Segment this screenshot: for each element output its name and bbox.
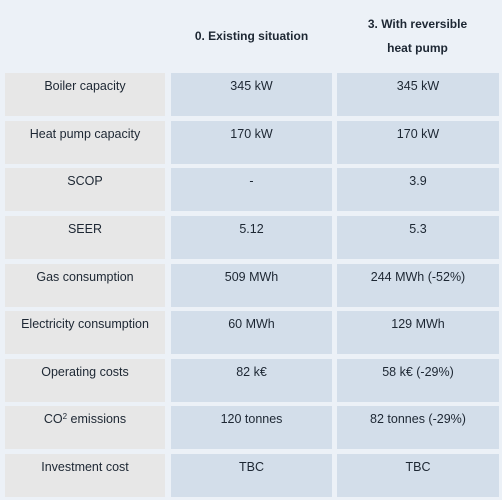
table-row: SEER 5.12 5.3 xyxy=(0,216,502,259)
column-heading-reversible-line1: 3. With reversible xyxy=(367,17,468,31)
row-label-operating-costs: Operating costs xyxy=(5,359,165,402)
existing-value: 170 kW xyxy=(171,121,332,164)
reversible-value: 244 MWh (-52%) xyxy=(337,264,499,307)
row-label-co2-suffix: emissions xyxy=(67,412,127,426)
reversible-value: TBC xyxy=(337,454,499,497)
column-heading-existing-text: 0. Existing situation xyxy=(194,29,309,43)
table-row: Electricity consumption 60 MWh 129 MWh xyxy=(0,311,502,354)
row-label-gas-consumption: Gas consumption xyxy=(5,264,165,307)
existing-value: 345 kW xyxy=(171,73,332,116)
table-row: Investment cost TBC TBC xyxy=(0,454,502,497)
table-row: SCOP - 3.9 xyxy=(0,168,502,211)
reversible-value: 345 kW xyxy=(337,73,499,116)
row-label-co2-emissions: CO 2 emissions xyxy=(5,406,165,449)
row-label-heat-pump-capacity: Heat pump capacity xyxy=(5,121,165,164)
column-heading-reversible: 3. With reversible heat pump xyxy=(337,0,498,72)
table-row: Operating costs 82 k€ 58 k€ (-29%) xyxy=(0,359,502,402)
table-row: Gas consumption 509 MWh 244 MWh (-52%) xyxy=(0,264,502,307)
existing-value: 82 k€ xyxy=(171,359,332,402)
column-heading-reversible-line2: heat pump xyxy=(387,41,448,55)
row-label-investment-cost: Investment cost xyxy=(5,454,165,497)
existing-value: 5.12 xyxy=(171,216,332,259)
table-header: 0. Existing situation 3. With reversible… xyxy=(0,0,502,72)
column-heading-existing: 0. Existing situation xyxy=(171,0,332,72)
row-label-co2-subscript: 2 xyxy=(62,412,68,421)
existing-value: 509 MWh xyxy=(171,264,332,307)
reversible-value: 3.9 xyxy=(337,168,499,211)
row-label-co2-prefix: CO xyxy=(43,412,63,426)
table-row: CO 2 emissions 120 tonnes 82 tonnes (-29%… xyxy=(0,406,502,449)
reversible-value: 129 MWh xyxy=(337,311,499,354)
existing-value: TBC xyxy=(171,454,332,497)
reversible-value: 170 kW xyxy=(337,121,499,164)
existing-value: 60 MWh xyxy=(171,311,332,354)
reversible-value: 82 tonnes (-29%) xyxy=(337,406,499,449)
table-row: Heat pump capacity 170 kW 170 kW xyxy=(0,121,502,164)
table-row: Boiler capacity 345 kW 345 kW xyxy=(0,73,502,116)
row-label-scop: SCOP xyxy=(5,168,165,211)
row-label-boiler-capacity: Boiler capacity xyxy=(5,73,165,116)
existing-value: - xyxy=(171,168,332,211)
existing-value: 120 tonnes xyxy=(171,406,332,449)
row-label-seer: SEER xyxy=(5,216,165,259)
reversible-value: 5.3 xyxy=(337,216,499,259)
row-label-electricity-consumption: Electricity consumption xyxy=(5,311,165,354)
reversible-value: 58 k€ (-29%) xyxy=(337,359,499,402)
